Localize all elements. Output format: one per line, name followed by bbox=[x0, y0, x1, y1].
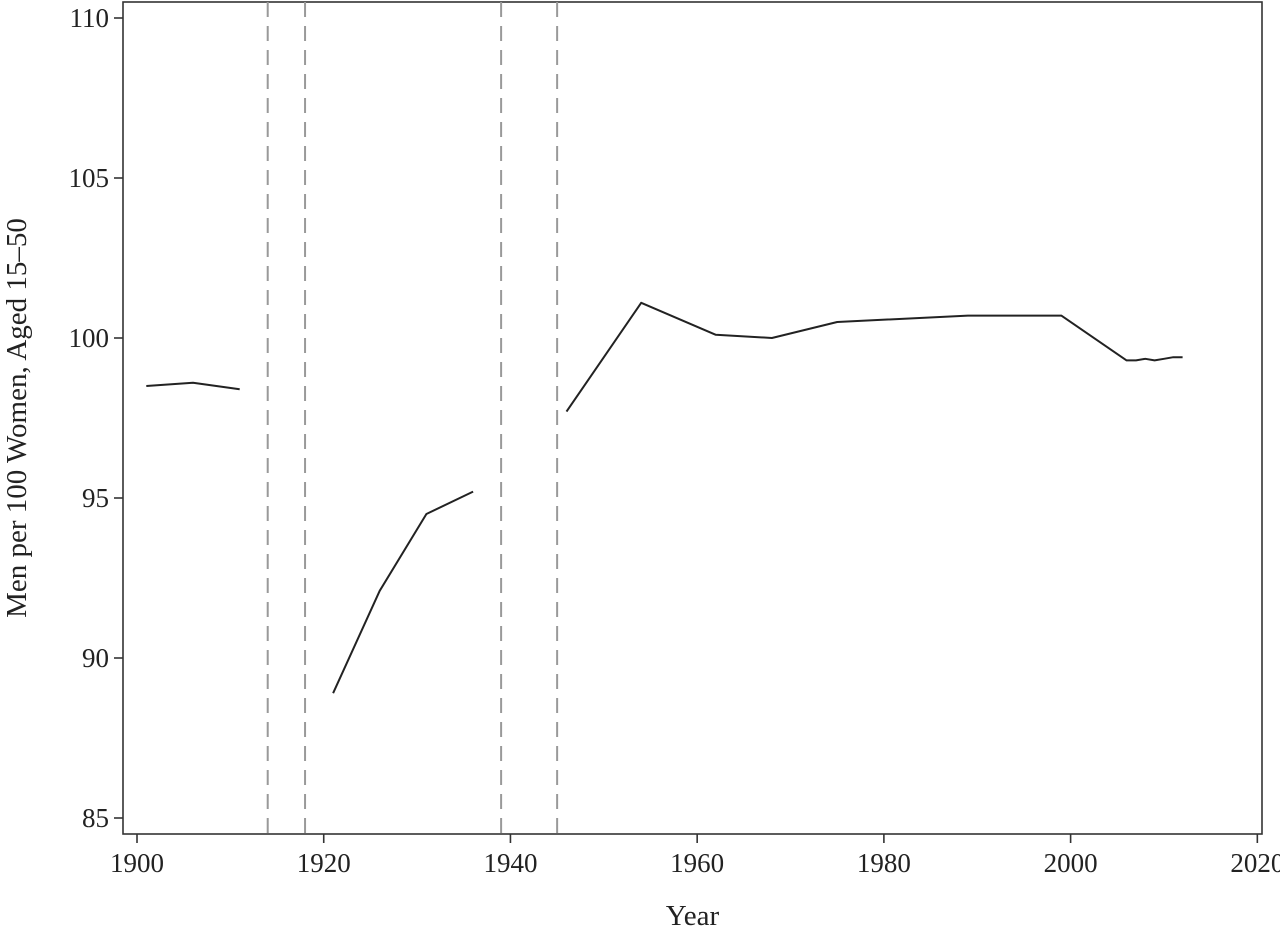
series-group bbox=[146, 301, 1183, 694]
y-tick-label: 100 bbox=[69, 323, 110, 353]
x-tick-label: 1920 bbox=[297, 848, 351, 878]
x-axis-ticks: 1900 1920 1940 1960 1980 2000 2020 bbox=[110, 834, 1280, 878]
x-tick-label: 1980 bbox=[857, 848, 911, 878]
y-tick-label: 85 bbox=[82, 803, 109, 833]
x-tick-label: 1900 bbox=[110, 848, 164, 878]
y-tick-label: 95 bbox=[82, 483, 109, 513]
plot-frame bbox=[122, 1, 1263, 835]
y-tick-label: 105 bbox=[69, 163, 110, 193]
series-line-segment bbox=[565, 301, 1183, 413]
x-tick-label: 1940 bbox=[483, 848, 537, 878]
y-tick-label: 90 bbox=[82, 643, 109, 673]
series-line-segment bbox=[146, 381, 240, 391]
x-tick-label: 2000 bbox=[1044, 848, 1098, 878]
series-line-segment bbox=[332, 490, 474, 694]
y-axis-title: Men per 100 Women, Aged 15–50 bbox=[1, 218, 33, 618]
reference-lines bbox=[266, 2, 559, 834]
x-tick-label: 2020 bbox=[1230, 848, 1280, 878]
x-axis-title: Year bbox=[666, 900, 720, 929]
plot-border bbox=[122, 1, 1263, 835]
x-tick-label: 1960 bbox=[670, 848, 724, 878]
y-axis-ticks: 85 90 95 100 105 110 bbox=[69, 3, 123, 833]
y-tick-label: 110 bbox=[70, 3, 110, 33]
